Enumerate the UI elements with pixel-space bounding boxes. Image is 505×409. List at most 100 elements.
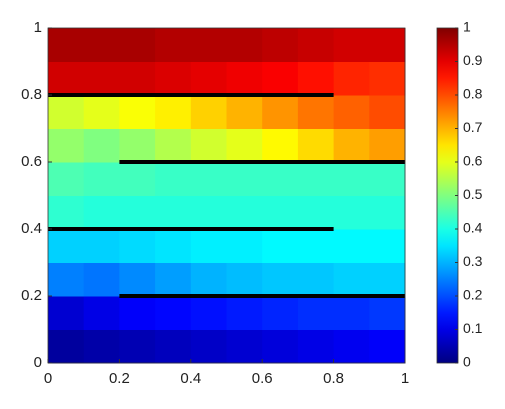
colorbar-gradient — [436, 27, 459, 364]
heat-cell — [83, 128, 120, 163]
heat-cell — [190, 229, 227, 263]
heat-cell — [333, 195, 370, 230]
x-tick-label: 0 — [44, 370, 52, 387]
heat-cell — [190, 128, 227, 163]
x-tick-label: 0.2 — [109, 370, 130, 387]
heat-cell — [297, 262, 335, 297]
x-tick-label: 0.4 — [180, 370, 201, 387]
heat-cell — [369, 162, 406, 196]
colorbar: 0 0.1 0.2 0.3 0.4 0.5 0.6 0.7 0.8 0.9 1 — [436, 19, 483, 370]
heat-cell — [119, 162, 156, 196]
heat-cell — [262, 162, 299, 196]
heat-cell — [119, 229, 156, 263]
heat-cell — [333, 95, 370, 129]
heat-cell — [333, 61, 370, 96]
heat-cell — [226, 162, 263, 196]
colorbar-tick-label: 1 — [463, 19, 471, 35]
heat-cell — [83, 329, 120, 364]
heat-cell — [226, 61, 263, 96]
heat-cell — [119, 128, 156, 163]
colorbar-tick-label: 0.5 — [463, 186, 483, 202]
y-tick-label: 0.4 — [21, 220, 42, 237]
x-tick-label: 0.8 — [323, 370, 344, 387]
heat-cell — [369, 329, 406, 364]
heat-cell — [190, 296, 227, 330]
heat-cell — [226, 128, 263, 163]
colorbar-tick-label: 0.6 — [463, 153, 483, 169]
y-tick-label: 1 — [34, 19, 42, 36]
heat-cell — [190, 329, 227, 364]
heat-cell — [226, 28, 263, 62]
heat-cell — [369, 296, 406, 330]
heat-cell — [369, 229, 406, 263]
heat-cell — [297, 128, 335, 163]
heat-cell — [369, 61, 406, 96]
heat-cell — [48, 61, 85, 96]
heat-cell — [48, 95, 85, 129]
heat-cell — [262, 28, 299, 62]
heat-cell — [155, 262, 192, 297]
heat-cell — [297, 296, 335, 330]
heat-cell — [119, 329, 156, 364]
heat-cell — [155, 128, 192, 163]
heat-cell — [262, 95, 299, 129]
heat-cell — [119, 61, 156, 96]
colorbar-tick-label: 0.8 — [463, 86, 483, 102]
heat-cell — [119, 95, 156, 129]
heat-cell — [262, 61, 299, 96]
heat-cell — [190, 262, 227, 297]
heat-cell — [262, 262, 299, 297]
colorbar-tick-label: 0.1 — [463, 320, 483, 336]
heat-cell — [83, 195, 120, 230]
plot-area: 0 0.2 0.4 0.6 0.8 1 0 0.2 0.4 0.6 0.8 1 — [21, 19, 409, 387]
heat-cell — [297, 28, 335, 62]
colorbar-tick-label: 0.3 — [463, 253, 483, 269]
heat-cell — [155, 195, 192, 230]
heat-cell — [333, 296, 370, 330]
heat-cell — [48, 229, 85, 263]
y-tick-label: 0.8 — [21, 86, 42, 103]
heat-cell — [119, 28, 156, 62]
heat-cell — [155, 61, 192, 96]
heat-cell — [297, 95, 335, 129]
x-tick-label: 0.6 — [252, 370, 273, 387]
heat-cell — [262, 128, 299, 163]
heat-cell — [83, 262, 120, 297]
heat-cell — [48, 195, 85, 230]
colorbar-tick-label: 0.2 — [463, 287, 483, 303]
x-tick-label: 1 — [401, 370, 409, 387]
heat-cell — [155, 95, 192, 129]
heat-cell — [48, 162, 85, 196]
heat-cell — [48, 296, 85, 330]
heat-cell — [83, 162, 120, 196]
heat-cell — [369, 262, 406, 297]
y-tick-label: 0.2 — [21, 287, 42, 304]
y-tick-label: 0.6 — [21, 153, 42, 170]
heat-cell — [48, 329, 85, 364]
heat-cell — [155, 28, 192, 62]
heat-cell — [48, 128, 85, 163]
heat-cell — [226, 195, 263, 230]
heat-cell — [155, 296, 192, 330]
colorbar-tick-label: 0.9 — [463, 52, 483, 68]
heat-cell — [369, 95, 406, 129]
heat-cell — [369, 195, 406, 230]
heat-cell — [226, 229, 263, 263]
heat-cell — [297, 329, 335, 364]
heat-cell — [262, 296, 299, 330]
heat-cell — [333, 229, 370, 263]
heat-cell — [190, 28, 227, 62]
heat-cell — [190, 195, 227, 230]
y-tick-label: 0 — [34, 354, 42, 371]
heat-cell — [297, 61, 335, 96]
heat-cell — [369, 28, 406, 62]
heat-cell — [119, 262, 156, 297]
heat-cell — [226, 262, 263, 297]
heat-cell — [262, 329, 299, 364]
heat-cell — [262, 229, 299, 263]
heat-cell — [333, 128, 370, 163]
heat-cell — [48, 28, 85, 62]
heat-cell — [333, 329, 370, 364]
